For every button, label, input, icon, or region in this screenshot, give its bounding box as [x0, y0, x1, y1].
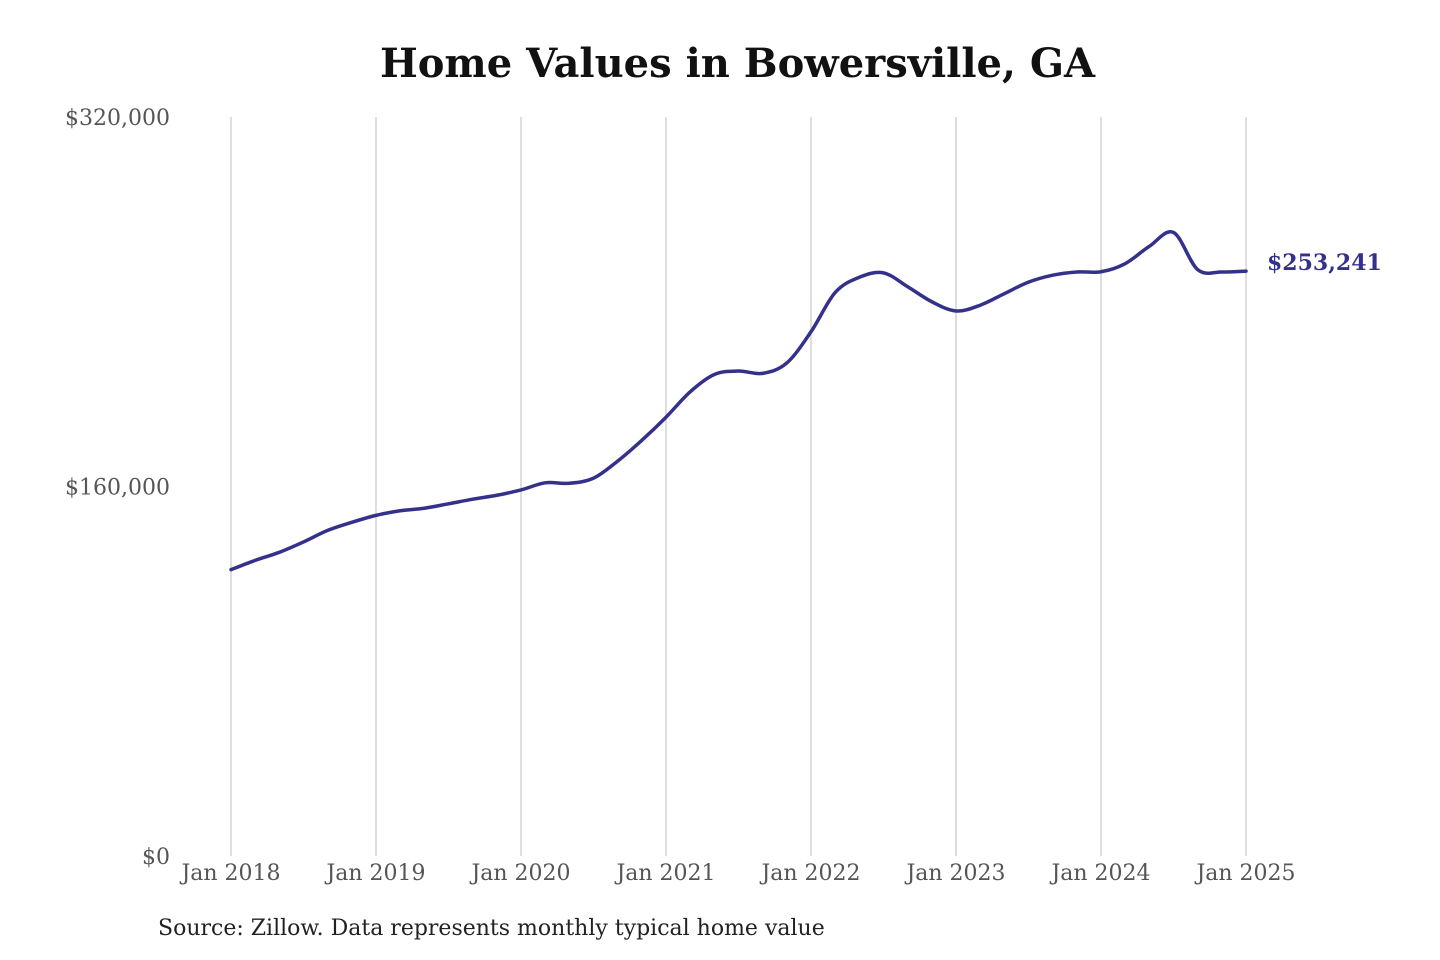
series-layer [229, 230, 1248, 572]
y-tick-label: $320,000 [65, 106, 170, 131]
x-tick-label: Jan 2024 [1049, 861, 1150, 886]
x-tick-label: Jan 2021 [614, 861, 715, 886]
source-note: Source: Zillow. Data represents monthly … [158, 916, 825, 941]
chart-title: Home Values in Bowersville, GA [379, 40, 1096, 87]
y-tick-label: $0 [142, 845, 170, 870]
y-axis-ticks: $0 $160,000 $320,000 [65, 106, 170, 870]
end-label-layer: $253,241 [1267, 250, 1382, 276]
x-tick-label: Jan 2018 [179, 861, 280, 886]
y-tick-label: $160,000 [65, 476, 170, 501]
x-tick-label: Jan 2025 [1194, 861, 1295, 886]
x-tick-label: Jan 2019 [324, 861, 425, 886]
end-value-label: $253,241 [1267, 250, 1382, 276]
x-tick-label: Jan 2023 [904, 861, 1005, 886]
x-tick-label: Jan 2020 [469, 861, 570, 886]
x-tick-label: Jan 2022 [759, 861, 860, 886]
series-line [229, 230, 1248, 572]
grid-lines [230, 117, 1247, 856]
x-axis-ticks: Jan 2018 Jan 2019 Jan 2020 Jan 2021 Jan 2022… [179, 861, 1295, 886]
